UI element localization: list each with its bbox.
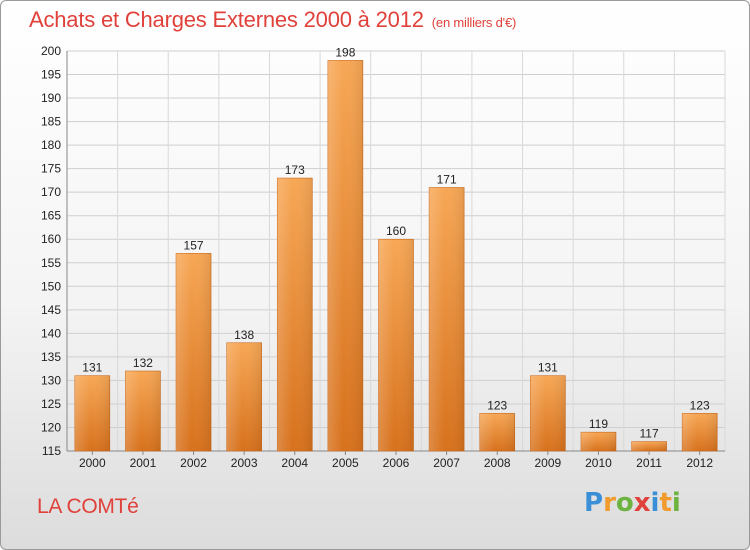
logo-letter: t [659, 488, 672, 518]
bar-shade [125, 371, 161, 451]
bar-shade [226, 342, 262, 451]
x-tick-label: 2005 [332, 456, 359, 470]
x-tick-label: 2001 [130, 456, 157, 470]
data-label: 117 [640, 427, 659, 441]
x-tick-label: 2009 [534, 456, 561, 470]
bar-shade [631, 441, 667, 451]
bar-shade [530, 375, 566, 451]
bar-shade [429, 187, 465, 451]
bar-layer [74, 60, 718, 452]
data-label: 132 [133, 356, 153, 370]
x-tick-label: 2004 [281, 456, 308, 470]
data-label: 198 [335, 45, 355, 59]
chart-unit: (en milliers d'€) [431, 15, 517, 30]
y-tick-label: 170 [41, 185, 61, 199]
data-label: 123 [690, 398, 710, 412]
logo-letter: P [584, 488, 604, 518]
logo-letter: o [615, 488, 634, 518]
x-tick-label: 2003 [231, 456, 258, 470]
y-tick-label: 180 [41, 138, 61, 152]
x-tick-label: 2006 [383, 456, 410, 470]
y-tick-label: 185 [41, 115, 61, 129]
data-label: 157 [184, 238, 204, 252]
y-tick-label: 160 [41, 232, 61, 246]
bar-shade [74, 375, 110, 451]
x-tick-label: 2007 [433, 456, 460, 470]
y-tick-label: 115 [42, 444, 61, 458]
logo-letter: i [650, 488, 660, 518]
data-label: 171 [437, 172, 457, 186]
y-tick-label: 140 [41, 326, 61, 340]
y-tick-label: 120 [41, 420, 61, 434]
chart-title-text: Achats et Charges Externes 2000 à 2012 [29, 7, 424, 32]
data-label: 119 [589, 417, 608, 431]
y-tick-label: 145 [41, 303, 61, 317]
logo-letter: x [633, 488, 651, 518]
x-tick-label: 2011 [636, 456, 662, 470]
data-label: 123 [487, 398, 507, 412]
y-tick-label: 150 [41, 279, 61, 293]
y-tick-label: 125 [41, 397, 61, 411]
x-tick-label: 2012 [686, 456, 713, 470]
bar-shade [479, 413, 515, 451]
y-tick-label: 155 [41, 256, 61, 270]
y-tick-label: 165 [41, 209, 61, 223]
label-layer: 131 132 157 138 173 198 160 171 123 131 119 117 123 [82, 45, 710, 440]
y-tick-label: 175 [41, 162, 61, 176]
bar-shade [682, 413, 718, 451]
data-label: 131 [538, 361, 558, 375]
place-name: LA COMTé [37, 495, 139, 518]
bar-shade [277, 178, 313, 451]
y-tick-label: 135 [41, 350, 61, 364]
axis-layer: 115 120 125 130 135 140 145 150 155 160 165 170 175 1… [41, 44, 725, 470]
x-tick-label: 2010 [585, 456, 612, 470]
x-tick-label: 2008 [484, 456, 511, 470]
y-tick-label: 200 [41, 44, 61, 58]
data-label: 160 [386, 224, 406, 238]
logo-letter: i [671, 488, 681, 518]
chart-title: Achats et Charges Externes 2000 à 2012 (e… [29, 7, 516, 33]
data-label: 173 [285, 163, 305, 177]
y-tick-label: 195 [41, 68, 61, 82]
bar-shade [176, 253, 212, 451]
bar-shade [378, 239, 414, 451]
x-tick-label: 2000 [79, 456, 106, 470]
bar-shade [580, 432, 616, 451]
y-tick-label: 190 [41, 91, 61, 105]
y-tick-label: 130 [41, 373, 61, 387]
data-label: 138 [234, 328, 254, 342]
data-label: 131 [82, 361, 102, 375]
x-tick-label: 2002 [180, 456, 207, 470]
logo-letter: r [603, 488, 616, 518]
proxiti-logo: Proxiti [584, 488, 681, 518]
bar-shade [327, 60, 363, 451]
